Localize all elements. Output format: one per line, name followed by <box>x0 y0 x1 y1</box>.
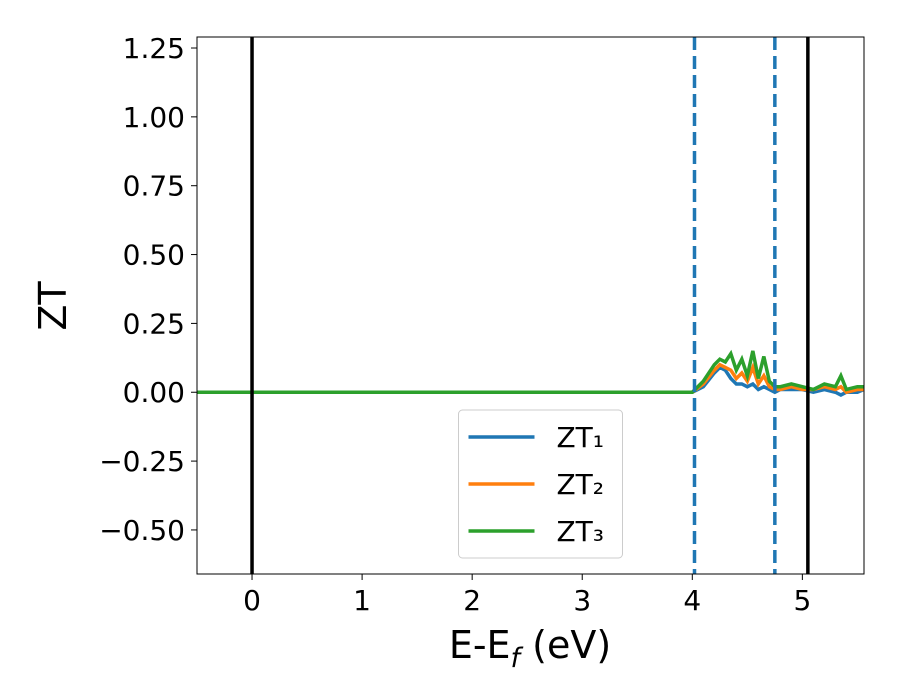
y-tick-label: 0.25 <box>123 307 185 340</box>
legend-label: ZT₃ <box>557 515 605 548</box>
series-line <box>197 362 864 395</box>
x-axis-label-unit: (eV) <box>520 623 611 667</box>
legend-box <box>458 409 623 559</box>
x-axis-label: E-Ef (eV) <box>449 623 611 674</box>
series-line <box>197 365 864 397</box>
series-line <box>197 349 864 394</box>
y-tick-label: 1.00 <box>123 101 185 134</box>
y-axis-label: ZT <box>31 281 75 331</box>
legend-label: ZT₁ <box>557 421 605 454</box>
y-tick-label: −0.50 <box>99 514 185 547</box>
x-tick-label: 3 <box>573 584 591 617</box>
y-tick-label: 1.25 <box>123 32 185 65</box>
y-tick-label: 0.00 <box>123 376 185 409</box>
x-tick-label: 0 <box>243 584 261 617</box>
y-tick-label: 0.75 <box>123 170 185 203</box>
x-tick-label: 2 <box>463 584 481 617</box>
x-tick-label: 5 <box>793 584 811 617</box>
x-axis-label-main: E-E <box>449 623 511 667</box>
plot-frame <box>196 36 865 575</box>
x-tick-label: 1 <box>353 584 371 617</box>
legend-label: ZT₂ <box>557 468 605 501</box>
x-tick-label: 4 <box>683 584 701 617</box>
y-tick-label: 0.50 <box>123 239 185 272</box>
y-tick-label: −0.25 <box>99 445 185 478</box>
